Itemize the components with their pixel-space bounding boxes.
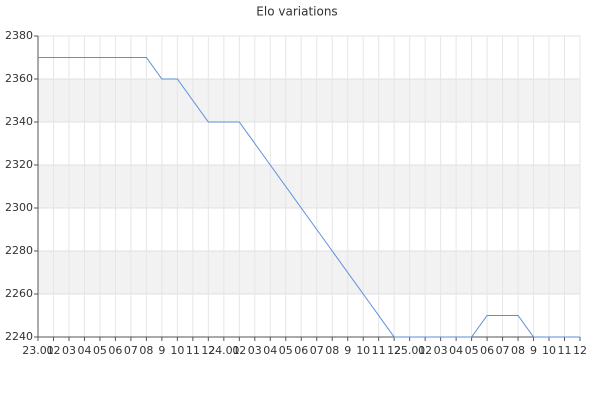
y-tick-label: 2300 <box>5 201 33 214</box>
x-tick-label: 9 <box>530 344 537 357</box>
x-tick-label: 11 <box>558 344 572 357</box>
x-tick-label: 04 <box>77 344 91 357</box>
chart-title: Elo variations <box>256 5 337 19</box>
x-tick-label: 24.01 <box>208 344 240 357</box>
y-tick-label: 2280 <box>5 244 33 257</box>
x-tick-label: 23.01 <box>22 344 54 357</box>
x-tick-label: 11 <box>186 344 200 357</box>
y-tick-label: 2240 <box>5 330 33 343</box>
x-tick-label: 08 <box>325 344 339 357</box>
x-tick-label: 06 <box>294 344 308 357</box>
x-tick-label: 04 <box>449 344 463 357</box>
y-tick-label: 2320 <box>5 158 33 171</box>
x-tick-label: 07 <box>310 344 324 357</box>
x-tick-label: 10 <box>356 344 370 357</box>
y-tick-label: 2340 <box>5 115 33 128</box>
x-tick-label: 10 <box>542 344 556 357</box>
y-tick-label: 2260 <box>5 287 33 300</box>
x-tick-label: 07 <box>124 344 138 357</box>
x-tick-label: 05 <box>279 344 293 357</box>
x-tick-label: 06 <box>108 344 122 357</box>
y-tick-label: 2380 <box>5 29 33 42</box>
x-tick-label: 02 <box>46 344 60 357</box>
x-tick-label: 04 <box>263 344 277 357</box>
x-tick-label: 12 <box>573 344 587 357</box>
x-tick-label: 9 <box>158 344 165 357</box>
x-tick-label: 08 <box>139 344 153 357</box>
x-tick-label: 08 <box>511 344 525 357</box>
x-tick-label: 11 <box>372 344 386 357</box>
y-tick-label: 2360 <box>5 72 33 85</box>
x-tick-label: 03 <box>434 344 448 357</box>
x-tick-label: 12 <box>201 344 215 357</box>
grid-band <box>38 251 580 294</box>
x-tick-label: 10 <box>170 344 184 357</box>
x-tick-label: 03 <box>248 344 262 357</box>
x-tick-label: 07 <box>496 344 510 357</box>
x-tick-label: 03 <box>62 344 76 357</box>
data-line <box>38 57 580 338</box>
x-tick-label: 02 <box>418 344 432 357</box>
x-tick-label: 02 <box>232 344 246 357</box>
x-tick-label: 05 <box>465 344 479 357</box>
grid-band <box>38 165 580 208</box>
x-tick-label: 06 <box>480 344 494 357</box>
x-tick-label: 9 <box>344 344 351 357</box>
x-tick-label: 25.01 <box>394 344 426 357</box>
grid-band <box>38 79 580 122</box>
x-tick-label: 12 <box>387 344 401 357</box>
x-tick-label: 05 <box>93 344 107 357</box>
